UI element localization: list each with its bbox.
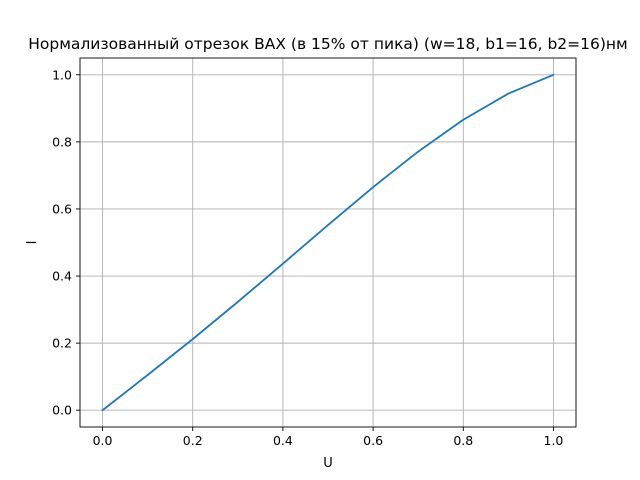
plot-area-frame bbox=[79, 57, 577, 428]
y-tick-label-5: 1.0 bbox=[52, 67, 72, 82]
x-tick-label-4: 0.8 bbox=[453, 433, 473, 448]
y-tick-label-0: 0.0 bbox=[52, 403, 72, 418]
x-tick-label-3: 0.6 bbox=[363, 433, 383, 448]
x-axis-label: U bbox=[323, 456, 333, 471]
x-tick-label-1: 0.2 bbox=[183, 433, 203, 448]
y-axis-label: I bbox=[25, 241, 40, 245]
plot-series bbox=[101, 73, 555, 412]
y-tick-label-2: 0.4 bbox=[52, 269, 72, 284]
series-line-0 bbox=[101, 73, 555, 412]
y-tick-label-3: 0.6 bbox=[52, 201, 72, 216]
grid-lines bbox=[80, 58, 576, 427]
y-tick-label-4: 0.8 bbox=[52, 134, 72, 149]
axis-ticks: 0.0 0.2 0.4 0.6 0.8 1.0 0.0 0.2 0.4 0.6 0.8 1.0 bbox=[52, 67, 563, 448]
chart-title: Нормализованный отрезок ВАХ (в 15% от пи… bbox=[28, 35, 628, 53]
x-tick-label-0: 0.0 bbox=[93, 433, 113, 448]
y-tick-label-1: 0.2 bbox=[52, 336, 72, 351]
x-tick-label-2: 0.4 bbox=[273, 433, 293, 448]
x-tick-label-5: 1.0 bbox=[544, 433, 564, 448]
